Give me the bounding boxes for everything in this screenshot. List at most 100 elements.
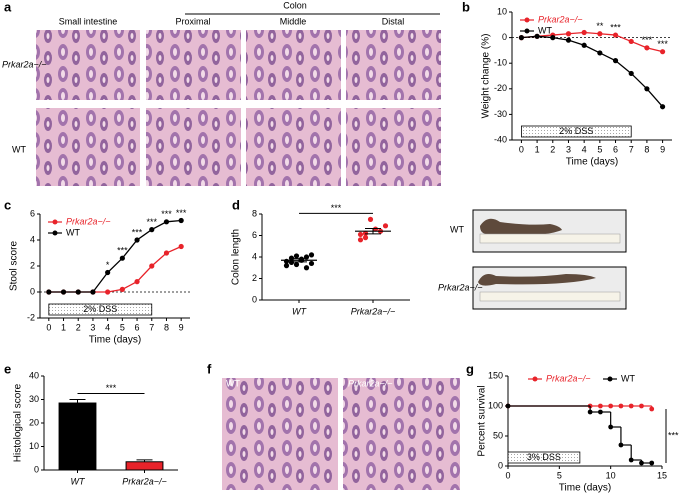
x-tick-label: 6	[613, 144, 618, 154]
x-tick-label: Prkar2a−/−	[122, 476, 167, 486]
legend-marker	[52, 230, 58, 236]
data-point	[581, 29, 587, 36]
data-point	[90, 289, 96, 295]
treatment-label: 2% DSS	[559, 126, 593, 136]
data-point	[639, 403, 644, 409]
y-tick-label: -30	[494, 109, 507, 119]
x-tick-label: 5	[120, 322, 125, 332]
x-tick-label: 9	[660, 144, 665, 154]
data-point	[581, 42, 587, 48]
histology-image	[36, 108, 140, 186]
colon-tissue	[480, 218, 562, 236]
data-point	[534, 33, 540, 39]
x-tick-label: 8	[164, 322, 169, 332]
legend-marker	[52, 219, 58, 225]
legend-label: WT	[621, 373, 635, 383]
y-axis-label: Colon length	[231, 229, 242, 285]
data-point	[628, 457, 634, 463]
legend-marker	[532, 376, 538, 382]
data-point	[659, 49, 666, 55]
annotation: ***	[161, 209, 172, 219]
photo-label: WT	[450, 224, 464, 234]
data-point	[618, 403, 624, 409]
bar	[58, 402, 97, 471]
y-tick-label: 2	[30, 260, 35, 270]
error-bar	[136, 459, 153, 462]
y-tick-label: -20	[494, 83, 507, 93]
annotation: ***	[657, 39, 668, 49]
data-point	[75, 289, 81, 295]
column-label: Distal	[382, 16, 405, 26]
data-point	[597, 31, 603, 37]
group-label: Colon	[283, 0, 307, 10]
y-tick-label: 4	[252, 251, 257, 261]
histology-image	[36, 30, 140, 100]
y-tick-label: 6	[30, 208, 35, 218]
data-point	[639, 460, 644, 466]
row-label: WT	[12, 144, 26, 154]
data-point	[163, 219, 170, 225]
column-label: Middle	[280, 16, 307, 26]
x-tick-label: WT	[71, 476, 86, 486]
data-point	[367, 216, 374, 222]
error-bar	[365, 228, 381, 235]
data-point	[46, 289, 52, 295]
data-point	[178, 217, 184, 224]
series-line	[521, 31, 663, 53]
data-point	[178, 243, 184, 250]
series-line	[48, 219, 182, 293]
x-tick-label: Prkar2a−/−	[351, 306, 396, 316]
treatment-box	[48, 303, 153, 316]
x-tick-label: 1	[535, 144, 540, 154]
histology-image	[343, 378, 460, 490]
photo-label: Prkar2a−/−	[438, 282, 483, 292]
column-label: Proximal	[175, 16, 210, 26]
data-point	[283, 258, 290, 264]
annotation: ***	[147, 217, 158, 227]
significance-label: ***	[668, 430, 679, 440]
x-axis-label: Time (days)	[566, 157, 618, 168]
row-label: Prkar2a−/−	[2, 59, 47, 69]
x-tick-label: 3	[90, 322, 95, 332]
x-tick-label: 6	[135, 322, 140, 332]
y-axis-label: Stool score	[9, 241, 20, 291]
data-point	[288, 259, 295, 265]
data-point	[362, 230, 369, 236]
y-tick-label: 40	[29, 370, 39, 380]
data-point	[598, 403, 603, 409]
colon-photo	[472, 266, 627, 310]
histology-image	[246, 108, 341, 186]
data-point	[598, 409, 603, 415]
data-point	[105, 289, 111, 295]
y-tick-label: 4	[30, 234, 35, 244]
x-tick-label: 15	[657, 470, 667, 480]
x-tick-label: 4	[582, 144, 587, 154]
y-tick-label: 0	[30, 286, 35, 296]
y-axis-label: Histological score	[13, 383, 24, 462]
legend-marker	[607, 376, 613, 382]
x-tick-label: 1	[61, 322, 66, 332]
data-point	[518, 35, 525, 41]
x-tick-label: 5	[597, 144, 602, 154]
ruler	[479, 291, 621, 302]
column-label: Small intestine	[59, 16, 118, 26]
data-point	[608, 424, 614, 430]
data-point	[288, 255, 295, 261]
data-point	[163, 250, 170, 256]
data-point	[283, 263, 290, 269]
y-axis-label: Percent survival	[477, 385, 488, 456]
data-point	[149, 227, 155, 233]
y-tick-label: 2	[252, 273, 257, 283]
x-tick-label: 5	[557, 470, 562, 480]
x-tick-label: 0	[46, 322, 51, 332]
y-tick-label: 0	[498, 460, 503, 470]
data-point	[308, 260, 315, 267]
data-point	[628, 403, 634, 409]
x-tick-label: 4	[105, 322, 110, 332]
data-point	[60, 289, 67, 295]
data-point	[628, 38, 634, 45]
x-tick-label: 10	[606, 470, 616, 480]
significance-label: ***	[331, 203, 342, 213]
